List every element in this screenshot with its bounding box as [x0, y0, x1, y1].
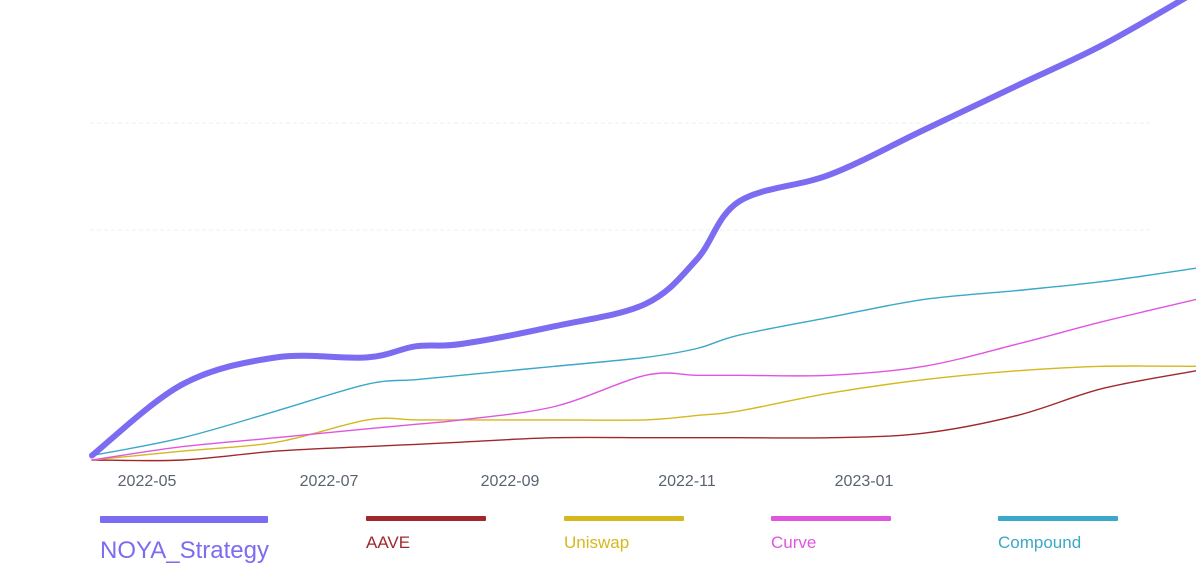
legend-swatch: [100, 516, 268, 523]
x-tick-label: 2022-07: [300, 473, 359, 490]
x-axis-ticks: 2022-05 2022-07 2022-09 2022-11 2023-01: [118, 473, 894, 490]
legend-swatch: [564, 516, 684, 521]
legend-swatch: [771, 516, 891, 521]
legend-item-aave[interactable]: AAVE: [366, 516, 486, 574]
legend-swatch: [366, 516, 486, 521]
legend-item-curve[interactable]: Curve: [771, 516, 891, 574]
legend-item-compound[interactable]: Compound: [998, 516, 1118, 574]
x-tick-label: 2022-11: [658, 473, 716, 490]
legend-item-noya-strategy[interactable]: NOYA_Strategy: [100, 516, 269, 574]
x-tick-label: 2023-01: [835, 473, 894, 490]
grid: [90, 122, 1150, 231]
legend-label: Compound: [998, 533, 1082, 552]
series-line-noya-strategy: [89, 0, 1188, 459]
legend-label: NOYA_Strategy: [100, 537, 269, 564]
legend-label: AAVE: [366, 533, 411, 552]
series-line-aave: [91, 370, 1196, 462]
legend-item-uniswap[interactable]: Uniswap: [564, 516, 684, 574]
series-line-uniswap: [91, 365, 1196, 461]
legend-label: Uniswap: [564, 533, 630, 552]
series-lines: [89, 0, 1196, 462]
legend-label: Curve: [771, 533, 817, 552]
legend-swatch: [998, 516, 1118, 521]
series-line-compound: [91, 267, 1196, 457]
series-line-curve: [91, 298, 1196, 461]
x-tick-label: 2022-05: [118, 473, 177, 490]
x-tick-label: 2022-09: [481, 473, 540, 490]
